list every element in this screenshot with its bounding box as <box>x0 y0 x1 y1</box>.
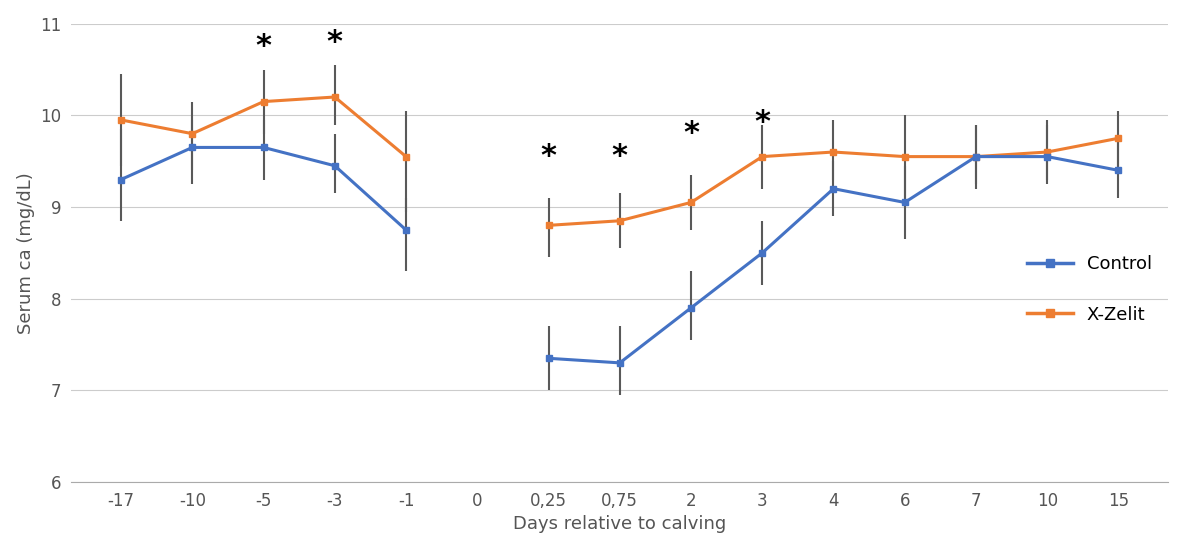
Y-axis label: Serum ca (mg/dL): Serum ca (mg/dL) <box>17 172 34 334</box>
Text: *: * <box>683 119 699 148</box>
Text: *: * <box>327 28 342 57</box>
Text: *: * <box>256 32 271 61</box>
Text: *: * <box>611 142 628 171</box>
Text: *: * <box>754 108 770 137</box>
Text: *: * <box>540 142 557 171</box>
Legend: Control, X-Zelit: Control, X-Zelit <box>1020 248 1159 331</box>
X-axis label: Days relative to calving: Days relative to calving <box>513 515 726 534</box>
